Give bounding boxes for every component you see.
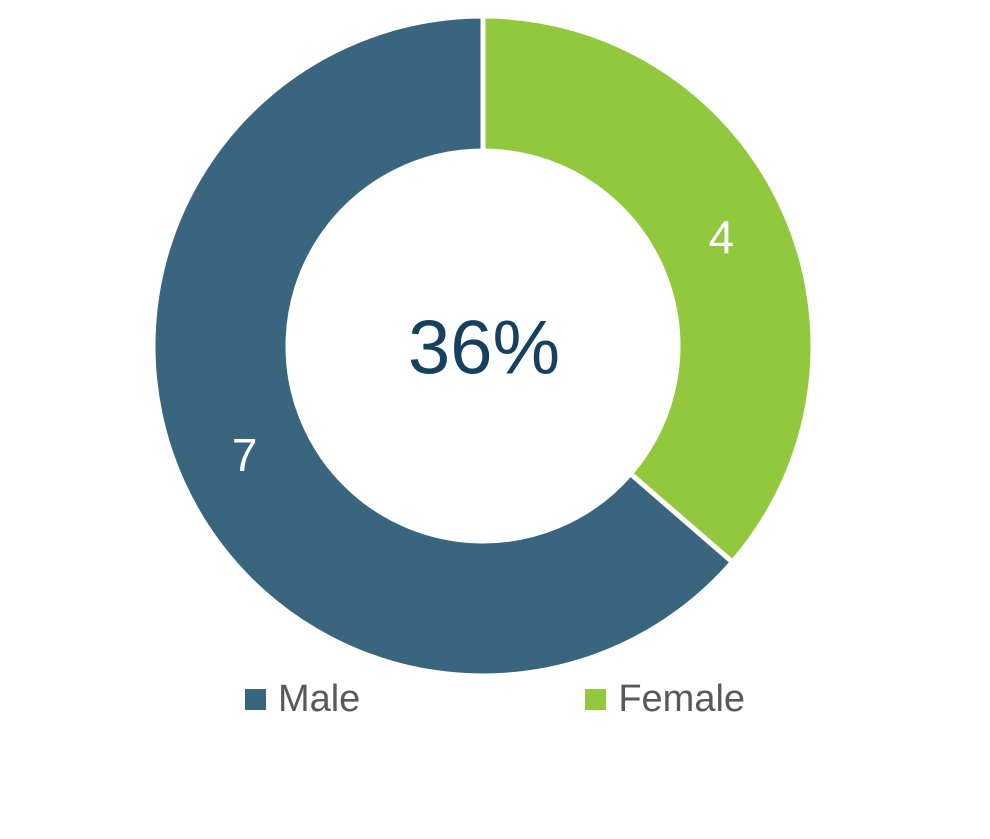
legend-label-male: Male	[277, 678, 361, 720]
legend-item-female: Female	[585, 680, 745, 718]
donut-slice-male	[150, 13, 736, 679]
legend-swatch-male	[244, 688, 266, 710]
legend-item-male: Male	[244, 678, 361, 720]
legend-label-female: Female	[618, 678, 746, 720]
donut-center-label: 36%	[408, 306, 560, 391]
slice-value-label-female: 4	[709, 211, 735, 263]
slice-value-label-male: 7	[232, 429, 258, 481]
donut-slice-labels: 47	[232, 211, 734, 481]
chart-legend: Male Female	[0, 680, 990, 718]
legend-swatch-female	[585, 688, 607, 710]
donut-slices	[150, 13, 816, 679]
donut-slice-female	[480, 13, 816, 566]
